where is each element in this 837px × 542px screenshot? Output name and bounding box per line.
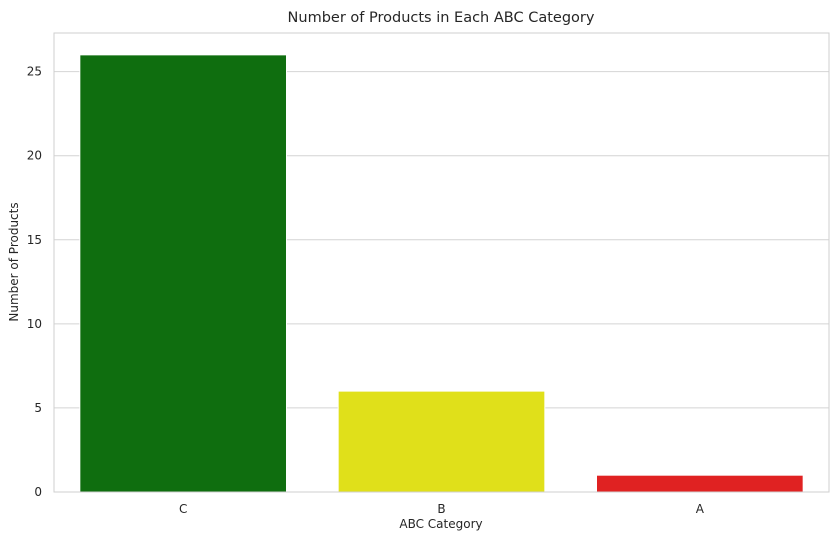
y-tick-label: 20: [27, 149, 42, 163]
y-tick-label: 15: [27, 233, 42, 247]
bar-c: [79, 54, 288, 493]
bar-a: [596, 474, 804, 493]
plot-frame: [53, 32, 830, 493]
x-tick-label: B: [437, 502, 445, 516]
chart-title: Number of Products in Each ABC Category: [288, 10, 595, 26]
bar-b: [337, 390, 546, 493]
x-tick-label: C: [179, 502, 187, 516]
bars: [79, 54, 804, 493]
x-tick-label: A: [696, 502, 705, 516]
x-axis-label: ABC Category: [399, 517, 482, 531]
y-tick-label: 25: [27, 65, 42, 79]
y-tick-labels: 0 5 10 15 20 25: [27, 65, 42, 499]
y-tick-label: 0: [34, 485, 42, 499]
y-tick-label: 10: [27, 317, 42, 331]
y-tick-label: 5: [34, 401, 42, 415]
y-axis-label: Number of Products: [7, 202, 21, 321]
